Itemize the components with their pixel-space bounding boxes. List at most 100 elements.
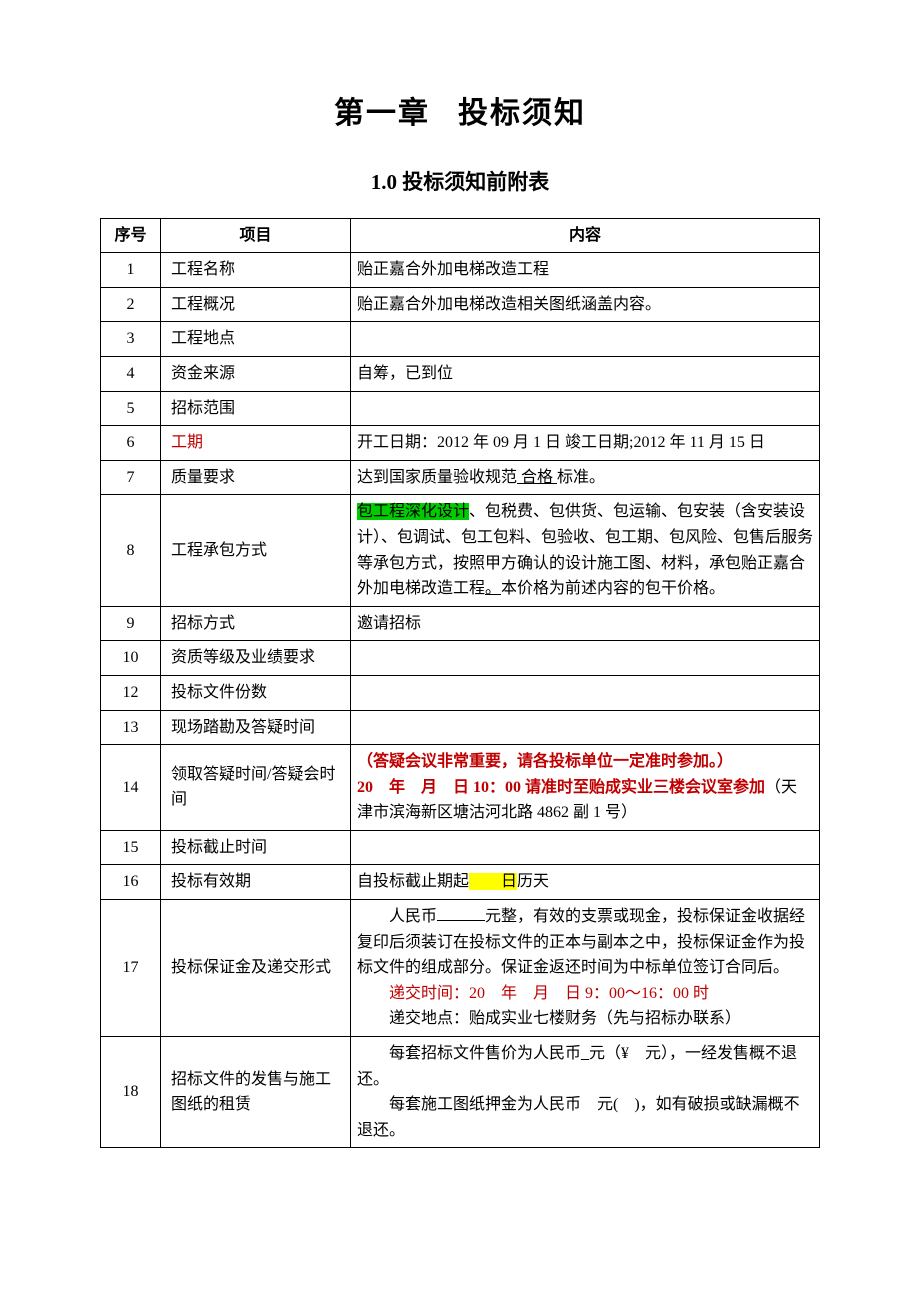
cell-item: 招标方式	[161, 606, 351, 641]
table-row: 13 现场踏勘及答疑时间	[101, 710, 820, 745]
table-row: 3 工程地点	[101, 322, 820, 357]
item-label: 投标文件份数	[171, 684, 267, 701]
cell-seq: 14	[101, 745, 161, 831]
table-row: 15 投标截止时间	[101, 830, 820, 865]
cell-item: 资金来源	[161, 356, 351, 391]
cell-content: 贻正嘉合外加电梯改造工程	[351, 253, 820, 288]
table-row: 7质量要求达到国家质量验收规范 合格 标准。	[101, 460, 820, 495]
cell-seq: 4	[101, 356, 161, 391]
table-row: 17 投标保证金及递交形式 人民币元整，有效的支票或现金，投标保证金收据经复印后须装…	[101, 900, 820, 1037]
table-row: 6 工期 开工日期：2012 年 09 月 1 日 竣工日期;2012 年 11 月…	[101, 426, 820, 461]
cell-seq: 1	[101, 253, 161, 288]
cell-text: 20 年 月 日 10：00 请准时至贻成实业三楼会议室参加	[357, 779, 765, 796]
cell-item: 领取答疑时间/答疑会时间	[161, 745, 351, 831]
cell-text: 开工日期：2012 年 09 月 1 日 竣工日期;2012 年 11 月 15…	[357, 434, 765, 451]
table-row: 10 资质等级及业绩要求	[101, 641, 820, 676]
cell-content	[351, 641, 820, 676]
table-row: 16投标有效期自投标截止期起 日历天	[101, 865, 820, 900]
cell-item: 资质等级及业绩要求	[161, 641, 351, 676]
table-row: 9招标方式邀请招标	[101, 606, 820, 641]
cell-content: 达到国家质量验收规范 合格 标准。	[351, 460, 820, 495]
cell-item: 投标文件份数	[161, 675, 351, 710]
cell-item: 投标保证金及递交形式	[161, 900, 351, 1037]
cell-text: （答疑会议非常重要，请各投标单位一定准时参加。）	[357, 753, 733, 770]
table-row: 4资金来源自筹，已到位	[101, 356, 820, 391]
cell-text: 达到国家质量验收规范	[357, 469, 517, 486]
item-label: 现场踏勘及答疑时间	[171, 719, 315, 736]
cell-item: 投标有效期	[161, 865, 351, 900]
cell-text: 递交地点：贻成实业七楼财务（先与招标办联系）	[389, 1010, 741, 1027]
title-part2: 投标须知	[458, 97, 586, 130]
cell-text: _	[581, 1045, 589, 1062]
chapter-title: 第一章投标须知	[100, 90, 820, 138]
item-label: 工程承包方式	[171, 542, 267, 559]
cell-seq: 15	[101, 830, 161, 865]
cell-seq: 6	[101, 426, 161, 461]
cell-seq: 13	[101, 710, 161, 745]
item-label: 质量要求	[171, 469, 235, 486]
cell-text: 历天	[517, 873, 549, 890]
cell-seq: 10	[101, 641, 161, 676]
cell-text: 标准。	[557, 469, 605, 486]
cell-content: 包工程深化设计、包税费、包供货、包运输、包安装（含安装设计）、包调试、包工包料、…	[351, 495, 820, 606]
cell-content: 人民币元整，有效的支票或现金，投标保证金收据经复印后须装订在投标文件的正本与副本…	[351, 900, 820, 1037]
cell-item: 工程概况	[161, 287, 351, 322]
cell-text: 邀请招标	[357, 615, 421, 632]
table-row: 5 招标范围	[101, 391, 820, 426]
cell-item: 工期	[161, 426, 351, 461]
cell-content: 邀请招标	[351, 606, 820, 641]
item-label: 工期	[171, 434, 203, 451]
table-row: 18招标文件的发售与施工图纸的租赁每套招标文件售价为人民币_元（¥ 元），一经发…	[101, 1037, 820, 1148]
item-label: 资质等级及业绩要求	[171, 649, 315, 666]
item-label: 招标文件的发售与施工图纸的租赁	[171, 1071, 331, 1114]
col-content: 内容	[351, 218, 820, 253]
table-row: 14领取答疑时间/答疑会时间 （答疑会议非常重要，请各投标单位一定准时参加。） 20…	[101, 745, 820, 831]
cell-content	[351, 830, 820, 865]
col-seq: 序号	[101, 218, 161, 253]
cell-text: 每套招标文件售价为人民币	[389, 1045, 581, 1062]
cell-content	[351, 322, 820, 357]
cell-item: 工程地点	[161, 322, 351, 357]
cell-seq: 18	[101, 1037, 161, 1148]
item-label: 投标保证金及递交形式	[171, 959, 331, 976]
item-label: 领取答疑时间/答疑会时间	[171, 766, 335, 809]
cell-seq: 2	[101, 287, 161, 322]
cell-seq: 17	[101, 900, 161, 1037]
cell-item: 质量要求	[161, 460, 351, 495]
item-label: 工程地点	[171, 330, 235, 347]
cell-item: 工程承包方式	[161, 495, 351, 606]
cell-content	[351, 675, 820, 710]
cell-item: 招标范围	[161, 391, 351, 426]
bid-notice-table: 序号 项目 内容 1 工程名称 贻正嘉合外加电梯改造工程 2 工程概况 贻正嘉合外加电梯改…	[100, 218, 820, 1149]
cell-content: 开工日期：2012 年 09 月 1 日 竣工日期;2012 年 11 月 15…	[351, 426, 820, 461]
cell-content: 自投标截止期起 日历天	[351, 865, 820, 900]
cell-text: 本价格为前述内容的包干价格。	[501, 580, 725, 597]
item-label: 招标范围	[171, 400, 235, 417]
cell-text: 人民币	[389, 908, 437, 925]
cell-content	[351, 391, 820, 426]
title-part1: 第一章	[334, 97, 430, 130]
cell-content: （答疑会议非常重要，请各投标单位一定准时参加。） 20 年 月 日 10：00 请…	[351, 745, 820, 831]
item-label: 工程名称	[171, 261, 235, 278]
item-label: 资金来源	[171, 365, 235, 382]
cell-seq: 5	[101, 391, 161, 426]
cell-text: 包工程深化设计	[357, 503, 469, 520]
cell-text: 贻正嘉合外加电梯改造工程	[357, 261, 549, 278]
cell-content	[351, 710, 820, 745]
cell-text: 递交时间：20 年 月 日 9：00～16：00 时	[389, 985, 709, 1002]
cell-seq: 9	[101, 606, 161, 641]
table-row: 1 工程名称 贻正嘉合外加电梯改造工程	[101, 253, 820, 288]
cell-text: 自投标截止期起	[357, 873, 469, 890]
cell-content: 每套招标文件售价为人民币_元（¥ 元），一经发售概不退还。每套施工图纸押金为人民…	[351, 1037, 820, 1148]
table-header-row: 序号 项目 内容	[101, 218, 820, 253]
cell-seq: 8	[101, 495, 161, 606]
cell-text: 贻正嘉合外加电梯改造相关图纸涵盖内容。	[357, 296, 661, 313]
cell-text: 合格	[517, 469, 557, 486]
item-label: 投标有效期	[171, 873, 251, 890]
table-row: 12投标文件份数	[101, 675, 820, 710]
item-label: 投标截止时间	[171, 839, 267, 856]
cell-text: 每套施工图纸押金为人民币 元( )，如有破损或缺漏概不退还。	[357, 1096, 800, 1139]
item-label: 工程概况	[171, 296, 235, 313]
cell-item: 工程名称	[161, 253, 351, 288]
cell-seq: 3	[101, 322, 161, 357]
